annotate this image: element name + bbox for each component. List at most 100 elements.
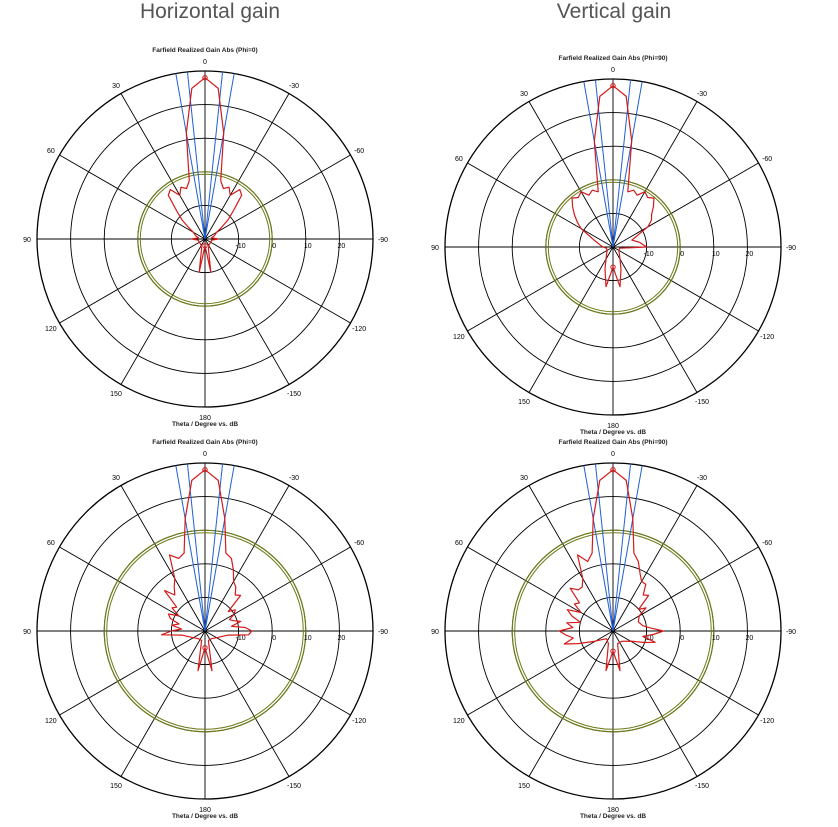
angle-tick-label: 150 — [518, 399, 530, 406]
angle-tick-label: 150 — [110, 783, 122, 790]
chart-axis-label: Theta / Degree vs. dB — [580, 429, 646, 436]
angle-tick-label: 0 — [203, 59, 207, 66]
grid-spoke — [120, 630, 206, 777]
grid-spoke — [612, 101, 698, 248]
grid-spoke — [204, 485, 290, 632]
radial-tick-label: 0 — [680, 635, 684, 642]
radial-tick-label: 0 — [272, 243, 276, 250]
grid-spoke — [204, 546, 351, 632]
radial-tick-label: 0 — [272, 635, 276, 642]
angle-tick-label: -60 — [354, 148, 364, 155]
reference-circle-outer — [511, 529, 715, 733]
beam-line — [204, 73, 235, 240]
angle-tick-label: 150 — [518, 783, 530, 790]
radial-tick-label: 10 — [304, 635, 312, 642]
back-lobe-marker — [202, 243, 208, 249]
angle-tick-label: -60 — [762, 156, 772, 163]
grid-spoke — [467, 546, 614, 632]
angle-tick-label: -90 — [378, 629, 388, 636]
chart-axis-label: Theta / Degree vs. dB — [580, 813, 646, 820]
reference-circle-outer — [103, 529, 307, 733]
grid-spoke — [612, 485, 698, 632]
angle-tick-label: 180 — [199, 415, 211, 422]
angle-tick-label: 0 — [611, 67, 615, 74]
beam-line — [175, 465, 206, 632]
angle-tick-label: 0 — [203, 451, 207, 458]
angle-tick-label: -90 — [378, 237, 388, 244]
grid-spoke — [612, 630, 759, 716]
angle-tick-label: 60 — [47, 540, 55, 547]
radial-tick-label: 20 — [746, 635, 754, 642]
radial-tick-label: 20 — [746, 251, 754, 258]
angle-tick-label: 180 — [607, 807, 619, 814]
angle-tick-label: -120 — [352, 326, 366, 333]
radial-tick-label: 10 — [712, 251, 720, 258]
angle-tick-label: -30 — [289, 475, 299, 482]
angle-tick-label: 30 — [112, 83, 120, 90]
beam-line — [583, 465, 614, 632]
reference-circle-inner — [514, 532, 712, 730]
beam-line — [612, 81, 643, 248]
angle-tick-label: -120 — [760, 334, 774, 341]
grid-spoke — [612, 246, 698, 393]
grid-spoke — [204, 238, 290, 385]
chart-title: Farfield Realized Gain Abs (Phi=90) — [558, 55, 667, 62]
angle-tick-label: 30 — [520, 475, 528, 482]
grid-spoke — [612, 246, 759, 332]
vertical-gain-title: Vertical gain — [556, 0, 672, 23]
grid-spoke — [612, 162, 759, 248]
chart-title: Farfield Realized Gain Abs (Phi=90) — [558, 439, 667, 446]
angle-tick-label: 90 — [431, 629, 439, 636]
radial-tick-label: 0 — [680, 251, 684, 258]
grid-spoke — [204, 238, 351, 324]
chart-axis-label: Theta / Degree vs. dB — [172, 421, 238, 428]
beam-line — [204, 465, 235, 632]
grid-spoke — [528, 101, 614, 248]
radial-tick-label: -10 — [236, 635, 246, 642]
angle-tick-label: -150 — [287, 783, 301, 790]
grid-spoke — [59, 154, 206, 240]
peak-marker — [610, 467, 616, 473]
reference-circle-outer — [545, 179, 681, 315]
radial-tick-label: -10 — [236, 243, 246, 250]
back-lobe-marker — [610, 648, 616, 654]
angle-tick-label: 120 — [453, 334, 465, 341]
reference-circle-inner — [547, 181, 679, 313]
angle-tick-label: 150 — [110, 391, 122, 398]
angle-tick-label: -120 — [760, 718, 774, 725]
angle-tick-label: -150 — [287, 391, 301, 398]
angle-tick-label: 0 — [611, 451, 615, 458]
angle-tick-label: 90 — [431, 245, 439, 252]
angle-tick-label: -90 — [786, 245, 796, 252]
beam-line — [583, 81, 614, 248]
angle-tick-label: -150 — [695, 399, 709, 406]
horizontal-gain-title: Horizontal gain — [139, 0, 281, 23]
grid-spoke — [204, 154, 351, 240]
back-lobe-marker — [202, 645, 208, 651]
grid-spoke — [120, 238, 206, 385]
angle-tick-label: -30 — [289, 83, 299, 90]
grid-spoke — [59, 546, 206, 632]
peak-marker — [610, 83, 616, 89]
chart-axis-label: Theta / Degree vs. dB — [172, 813, 238, 820]
back-lobe-marker — [610, 264, 616, 270]
grid-spoke — [528, 630, 614, 777]
grid-spoke — [612, 630, 698, 777]
beam-line — [175, 73, 206, 240]
angle-tick-label: 120 — [45, 326, 57, 333]
gain-trace — [160, 469, 253, 672]
reference-circle-inner — [106, 532, 304, 730]
gain-trace — [571, 85, 655, 288]
angle-tick-label: 60 — [455, 540, 463, 547]
angle-tick-label: 120 — [453, 718, 465, 725]
angle-tick-label: -90 — [786, 629, 796, 636]
peak-marker — [202, 467, 208, 473]
gain-trace — [558, 469, 664, 672]
angle-tick-label: 30 — [112, 475, 120, 482]
angle-tick-label: -150 — [695, 783, 709, 790]
radial-tick-label: 10 — [712, 635, 720, 642]
angle-tick-label: -120 — [352, 718, 366, 725]
